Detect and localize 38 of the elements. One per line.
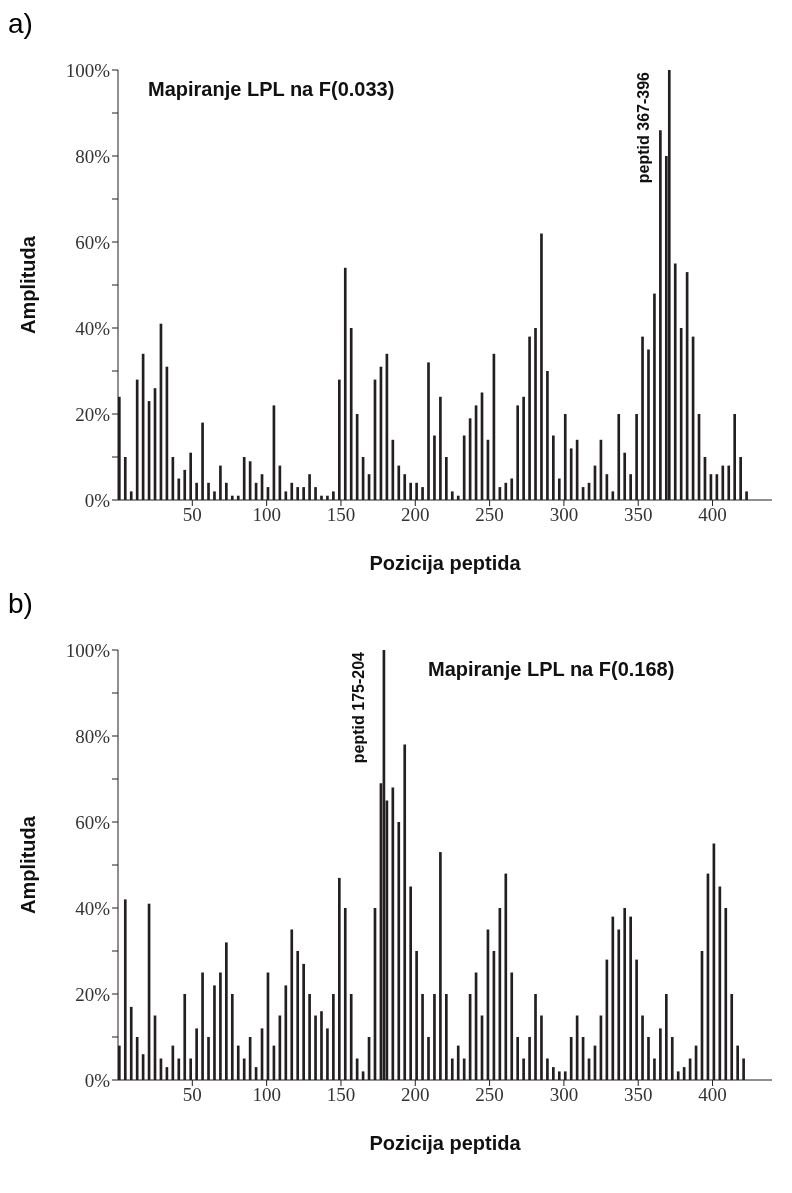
text: b)	[8, 588, 33, 620]
x-tick-label: 100	[252, 504, 281, 526]
y-axis-title: Amplituda	[17, 815, 40, 914]
x-tick-label: 50	[182, 504, 202, 526]
y-tick-label: 40%	[75, 317, 111, 339]
x-tick-label: 200	[401, 504, 430, 526]
y-tick-label: 80%	[75, 145, 111, 167]
x-tick-label: 200	[401, 1084, 430, 1106]
x-tick-label: 400	[698, 504, 727, 526]
x-tick-label: 150	[326, 1084, 356, 1106]
y-tick-label: 0%	[84, 489, 111, 511]
x-tick-label: 150	[326, 504, 356, 526]
x-tick-label: 300	[549, 1084, 579, 1106]
text: a)	[8, 8, 33, 40]
annotation: peptid 367-396	[635, 71, 653, 184]
y-tick-label: 100%	[65, 59, 111, 81]
y-tick-label: 20%	[75, 983, 111, 1005]
y-tick-label: 100%	[65, 639, 111, 661]
x-tick-label: 50	[182, 1084, 202, 1106]
y-tick-label: 60%	[75, 811, 111, 833]
x-tick-label: 300	[549, 504, 579, 526]
x-tick-label: 250	[475, 504, 504, 526]
x-axis-title: Pozicija peptida	[369, 1132, 522, 1154]
chart-title: Mapiranje LPL na F(0.168)	[428, 658, 675, 681]
x-axis-title: Pozicija peptida	[369, 552, 522, 574]
y-tick-label: 20%	[75, 403, 111, 425]
y-tick-label: 40%	[75, 897, 111, 919]
x-tick-label: 400	[698, 1084, 727, 1106]
y-tick-label: 80%	[75, 725, 111, 747]
x-tick-label: 350	[623, 1084, 653, 1106]
x-tick-label: 350	[623, 504, 653, 526]
y-axis-title: Amplituda	[17, 235, 40, 334]
x-tick-label: 100	[252, 1084, 281, 1106]
annotation: peptid 175-204	[350, 651, 368, 764]
y-tick-label: 0%	[84, 1069, 111, 1091]
x-tick-label: 250	[475, 1084, 504, 1106]
chart-title: Mapiranje LPL na F(0.033)	[148, 78, 395, 101]
y-tick-label: 60%	[75, 231, 111, 253]
